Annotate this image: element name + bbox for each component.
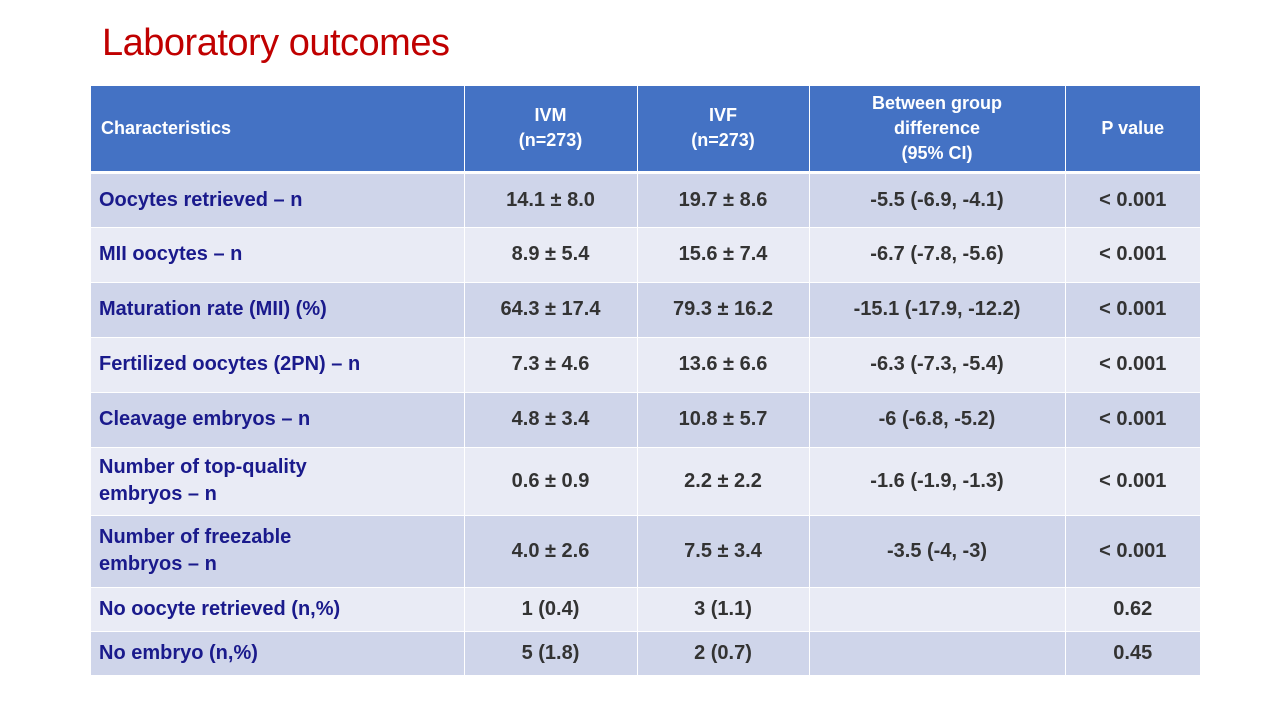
- table-row: Maturation rate (MII) (%) 64.3 ± 17.4 79…: [91, 282, 1200, 338]
- row-label: Cleavage embryos – n: [91, 392, 465, 448]
- cell-difference: -1.6 (-1.9, -1.3): [809, 447, 1066, 516]
- row-label: Oocytes retrieved – n: [91, 172, 465, 228]
- cell-difference: -6.3 (-7.3, -5.4): [809, 337, 1066, 393]
- cell-ivm: 64.3 ± 17.4: [464, 282, 638, 338]
- table-row: No embryo (n,%) 5 (1.8) 2 (0.7) 0.45: [91, 631, 1200, 676]
- cell-ivf: 13.6 ± 6.6: [637, 337, 810, 393]
- cell-ivf: 79.3 ± 16.2: [637, 282, 810, 338]
- cell-p-value: < 0.001: [1065, 392, 1200, 448]
- header-ivf-name: IVF: [708, 105, 737, 126]
- table-row: No oocyte retrieved (n,%) 1 (0.4) 3 (1.1…: [91, 587, 1200, 632]
- table-row: Number of top-quality embryos – n 0.6 ± …: [91, 447, 1200, 516]
- cell-p-value: < 0.001: [1065, 337, 1200, 393]
- header-ivf-count: (n=273): [691, 130, 755, 151]
- cell-difference: -5.5 (-6.9, -4.1): [809, 172, 1066, 228]
- header-diff-line1: Between group: [871, 92, 1002, 113]
- cell-ivm: 7.3 ± 4.6: [464, 337, 638, 393]
- row-label: No embryo (n,%): [91, 631, 465, 676]
- header-diff-line3: (95% CI): [901, 142, 973, 163]
- cell-difference: -3.5 (-4, -3): [809, 515, 1066, 588]
- row-label-line2: embryos – n: [99, 553, 217, 575]
- table-row: Oocytes retrieved – n 14.1 ± 8.0 19.7 ± …: [91, 172, 1200, 228]
- table-row: Number of freezable embryos – n 4.0 ± 2.…: [91, 515, 1200, 588]
- row-label: No oocyte retrieved (n,%): [91, 587, 465, 632]
- row-label: Number of top-quality embryos – n: [91, 447, 465, 516]
- cell-difference: -6.7 (-7.8, -5.6): [809, 227, 1066, 283]
- cell-p-value: < 0.001: [1065, 172, 1200, 228]
- header-diff-line2: difference: [893, 117, 981, 138]
- row-label-line1: Number of top-quality: [99, 456, 307, 478]
- cell-difference: [809, 631, 1066, 676]
- cell-p-value: 0.62: [1065, 587, 1200, 632]
- table-header-row: Characteristics IVM (n=273) IVF (n=273) …: [91, 86, 1200, 174]
- cell-ivm: 0.6 ± 0.9: [464, 447, 638, 516]
- header-characteristics: Characteristics: [91, 86, 465, 174]
- header-ivf: IVF (n=273): [637, 86, 810, 174]
- cell-ivf: 3 (1.1): [637, 587, 810, 632]
- cell-ivm: 4.0 ± 2.6: [464, 515, 638, 588]
- cell-ivf: 19.7 ± 8.6: [637, 172, 810, 228]
- cell-difference: [809, 587, 1066, 632]
- cell-ivm: 5 (1.8): [464, 631, 638, 676]
- cell-p-value: < 0.001: [1065, 515, 1200, 588]
- cell-p-value: < 0.001: [1065, 282, 1200, 338]
- row-label: Fertilized oocytes (2PN) – n: [91, 337, 465, 393]
- table-row: MII oocytes – n 8.9 ± 5.4 15.6 ± 7.4 -6.…: [91, 227, 1200, 283]
- cell-ivm: 8.9 ± 5.4: [464, 227, 638, 283]
- cell-difference: -15.1 (-17.9, -12.2): [809, 282, 1066, 338]
- header-p-value: P value: [1065, 86, 1200, 174]
- slide-title: Laboratory outcomes: [102, 22, 450, 64]
- row-label-line1: Number of freezable: [99, 526, 292, 548]
- header-ivm: IVM (n=273): [464, 86, 638, 174]
- header-ivm-name: IVM: [534, 105, 567, 126]
- cell-ivf: 2.2 ± 2.2: [637, 447, 810, 516]
- cell-ivf: 10.8 ± 5.7: [637, 392, 810, 448]
- cell-ivf: 7.5 ± 3.4: [637, 515, 810, 588]
- row-label-line2: embryos – n: [99, 483, 217, 505]
- cell-ivm: 14.1 ± 8.0: [464, 172, 638, 228]
- row-label: Number of freezable embryos – n: [91, 515, 465, 588]
- header-ivm-count: (n=273): [518, 130, 583, 151]
- row-label: Maturation rate (MII) (%): [91, 282, 465, 338]
- table-row: Cleavage embryos – n 4.8 ± 3.4 10.8 ± 5.…: [91, 392, 1200, 448]
- row-label: MII oocytes – n: [91, 227, 465, 283]
- cell-ivf: 2 (0.7): [637, 631, 810, 676]
- header-between-group-difference: Between group difference (95% CI): [809, 86, 1066, 174]
- cell-ivm: 4.8 ± 3.4: [464, 392, 638, 448]
- cell-p-value: < 0.001: [1065, 227, 1200, 283]
- cell-ivm: 1 (0.4): [464, 587, 638, 632]
- cell-difference: -6 (-6.8, -5.2): [809, 392, 1066, 448]
- laboratory-outcomes-table: Characteristics IVM (n=273) IVF (n=273) …: [91, 86, 1200, 676]
- cell-ivf: 15.6 ± 7.4: [637, 227, 810, 283]
- table-row: Fertilized oocytes (2PN) – n 7.3 ± 4.6 1…: [91, 337, 1200, 393]
- cell-p-value: 0.45: [1065, 631, 1200, 676]
- cell-p-value: < 0.001: [1065, 447, 1200, 516]
